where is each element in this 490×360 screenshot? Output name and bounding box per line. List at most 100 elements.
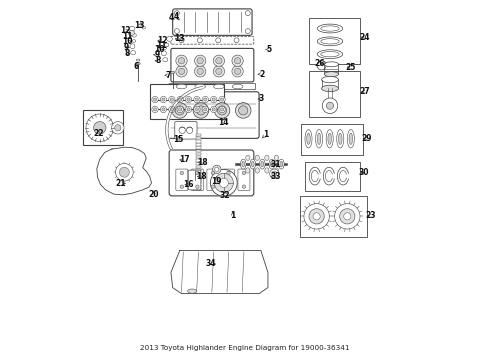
Ellipse shape: [129, 26, 135, 31]
FancyBboxPatch shape: [171, 48, 254, 82]
Ellipse shape: [188, 289, 196, 293]
Ellipse shape: [187, 98, 190, 101]
Bar: [196, 143, 200, 146]
Ellipse shape: [152, 106, 158, 113]
Ellipse shape: [160, 106, 167, 113]
Ellipse shape: [194, 106, 200, 113]
Ellipse shape: [326, 130, 333, 148]
Ellipse shape: [250, 159, 256, 169]
Circle shape: [120, 167, 129, 177]
FancyBboxPatch shape: [168, 92, 259, 138]
Ellipse shape: [219, 96, 225, 103]
Ellipse shape: [347, 130, 354, 148]
Bar: [196, 178, 200, 181]
Text: 11: 11: [156, 41, 166, 50]
Text: 33: 33: [270, 172, 281, 181]
Text: 34: 34: [205, 260, 216, 269]
Circle shape: [186, 127, 193, 134]
Bar: [196, 147, 200, 149]
Circle shape: [239, 106, 248, 115]
Text: 29: 29: [362, 134, 372, 143]
Circle shape: [213, 165, 221, 174]
Bar: [196, 172, 200, 174]
Ellipse shape: [153, 108, 157, 111]
Ellipse shape: [255, 168, 260, 173]
Bar: [196, 166, 200, 168]
Ellipse shape: [142, 26, 146, 29]
Circle shape: [242, 171, 245, 175]
Text: 18: 18: [197, 158, 208, 167]
Circle shape: [242, 185, 245, 189]
Ellipse shape: [162, 108, 165, 111]
Text: 4: 4: [174, 12, 179, 21]
Bar: [196, 137, 200, 139]
Circle shape: [234, 38, 239, 43]
Circle shape: [216, 68, 222, 75]
Text: 15: 15: [173, 135, 184, 144]
Ellipse shape: [170, 108, 173, 111]
Text: 7: 7: [166, 71, 171, 80]
Text: 10: 10: [122, 37, 133, 46]
Ellipse shape: [278, 159, 284, 169]
Ellipse shape: [131, 50, 136, 55]
Circle shape: [232, 55, 243, 66]
Circle shape: [214, 173, 233, 192]
Text: 30: 30: [358, 168, 369, 177]
Ellipse shape: [177, 106, 183, 113]
Ellipse shape: [220, 108, 223, 111]
Text: 19: 19: [212, 176, 222, 185]
Ellipse shape: [280, 161, 283, 167]
Circle shape: [174, 11, 179, 15]
Circle shape: [174, 29, 179, 33]
Circle shape: [213, 55, 224, 66]
Bar: [150, 84, 224, 119]
FancyBboxPatch shape: [176, 169, 188, 190]
Ellipse shape: [132, 33, 136, 37]
Circle shape: [234, 68, 241, 75]
Ellipse shape: [232, 84, 243, 89]
Text: 21: 21: [116, 179, 126, 188]
Ellipse shape: [185, 106, 192, 113]
Circle shape: [195, 55, 206, 66]
Bar: [196, 162, 200, 165]
Ellipse shape: [321, 76, 339, 83]
Ellipse shape: [194, 96, 200, 103]
Ellipse shape: [129, 30, 135, 35]
Text: 1: 1: [263, 130, 268, 139]
Circle shape: [335, 204, 360, 229]
Bar: [196, 150, 200, 152]
Ellipse shape: [321, 51, 339, 57]
Circle shape: [178, 68, 185, 75]
Ellipse shape: [136, 63, 140, 65]
Ellipse shape: [171, 71, 175, 73]
Text: 23: 23: [365, 211, 375, 220]
Circle shape: [175, 106, 184, 115]
Ellipse shape: [202, 106, 208, 113]
Polygon shape: [171, 251, 268, 294]
Ellipse shape: [204, 98, 207, 101]
Text: 27: 27: [360, 87, 370, 96]
Bar: [196, 185, 200, 187]
Circle shape: [172, 103, 188, 118]
Circle shape: [236, 103, 251, 118]
Circle shape: [322, 98, 338, 113]
Text: 10: 10: [154, 45, 165, 54]
Text: 4: 4: [169, 13, 174, 22]
Ellipse shape: [177, 96, 183, 103]
Ellipse shape: [169, 106, 175, 113]
Circle shape: [176, 66, 187, 77]
Circle shape: [116, 163, 133, 181]
Ellipse shape: [321, 85, 339, 91]
FancyBboxPatch shape: [222, 169, 234, 190]
Text: 16: 16: [183, 180, 194, 189]
Ellipse shape: [211, 96, 217, 103]
Ellipse shape: [152, 96, 158, 103]
Circle shape: [218, 106, 227, 115]
Text: 3: 3: [259, 94, 264, 103]
Circle shape: [197, 38, 202, 43]
Circle shape: [245, 11, 250, 15]
Text: 32: 32: [220, 192, 230, 201]
Circle shape: [115, 125, 121, 131]
Text: 8: 8: [156, 56, 161, 65]
Text: 9: 9: [154, 50, 160, 59]
